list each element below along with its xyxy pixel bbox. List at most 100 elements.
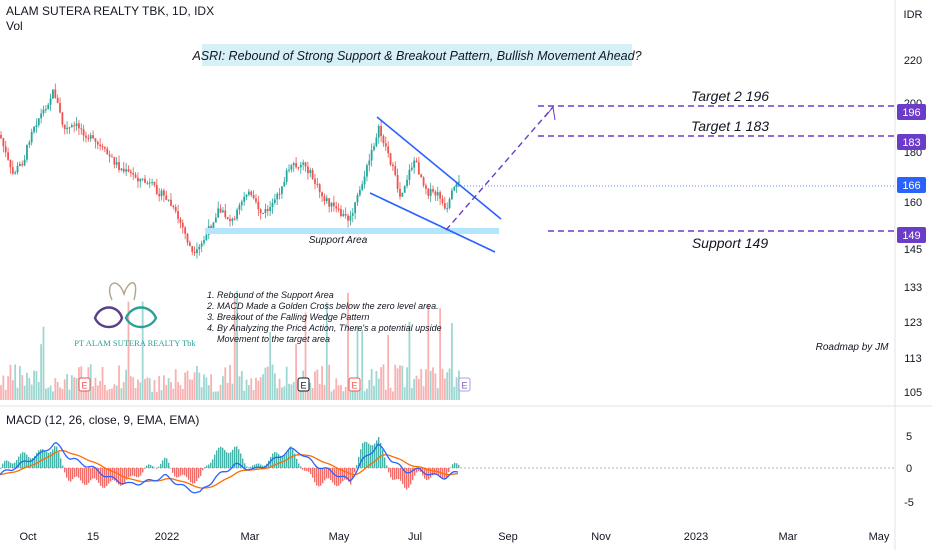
- earnings-marker[interactable]: [458, 377, 471, 392]
- projection-arrowhead: [544, 105, 556, 121]
- volume-bar: [219, 384, 222, 400]
- macd-histogram-bar: [276, 452, 278, 468]
- macd-histogram-bar: [158, 466, 160, 468]
- volume-bar: [382, 364, 385, 400]
- macd-histogram-bar: [116, 468, 118, 483]
- macd-histogram-bar: [182, 468, 184, 475]
- candle-body: [408, 169, 411, 180]
- candle-body: [380, 125, 382, 136]
- candle-body: [52, 89, 54, 99]
- candle-body: [373, 146, 375, 150]
- candle-body: [295, 163, 298, 168]
- volume-bar: [318, 383, 321, 400]
- macd-histogram-bar: [86, 468, 88, 485]
- macd-legend[interactable]: MACD (12, 26, close, 9, EMA, EMA): [6, 413, 200, 427]
- candle-body: [106, 148, 109, 155]
- candle-body: [429, 189, 432, 196]
- macd-histogram-bar: [326, 468, 328, 479]
- volume-bar: [106, 390, 109, 400]
- earnings-marker-label: E: [351, 381, 357, 391]
- candle-body: [266, 208, 269, 211]
- candle-body: [252, 195, 255, 199]
- earnings-marker[interactable]: [348, 377, 361, 392]
- candle-body: [146, 182, 149, 184]
- volume-bar: [422, 386, 425, 400]
- earnings-markers[interactable]: E E E E: [78, 377, 471, 392]
- volume-bar: [101, 366, 104, 400]
- volume-bar: [441, 368, 444, 400]
- y-tick-label: 113: [904, 353, 922, 365]
- candle-body: [155, 184, 158, 194]
- candle-body: [188, 242, 191, 247]
- candle-body: [361, 184, 364, 190]
- volume-bar: [384, 389, 387, 400]
- candle-body: [174, 207, 177, 212]
- volume-bar: [214, 391, 217, 400]
- candle-body: [82, 129, 85, 136]
- volume-bar: [290, 384, 293, 400]
- volume-bar: [325, 302, 328, 400]
- candle-body: [226, 217, 229, 219]
- volume-bar: [210, 374, 213, 400]
- candle-body: [231, 218, 234, 222]
- candle-body: [129, 171, 132, 174]
- volume-bar: [297, 388, 300, 400]
- candle-body: [26, 144, 28, 160]
- candles[interactable]: [0, 83, 895, 259]
- macd-histogram-bar: [164, 457, 166, 468]
- macd-histogram-bar: [228, 453, 230, 468]
- volume-bar: [49, 385, 52, 400]
- macd-histogram-bar: [214, 454, 216, 468]
- macd-histogram-bar: [88, 468, 90, 483]
- note-3: 3. Breakout of the Falling Wedge Pattern: [207, 312, 369, 322]
- volume-bar: [448, 368, 451, 400]
- macd-histogram-bar: [166, 458, 168, 468]
- wedge-upper-line[interactable]: [376, 116, 502, 220]
- price-badges: 196 183 166 149: [897, 104, 926, 243]
- macd-indicator[interactable]: [0, 437, 460, 494]
- macd-histogram-bar: [348, 468, 350, 482]
- volume-bar: [380, 367, 382, 400]
- macd-histogram-bar: [408, 468, 410, 488]
- note-2: 2. MACD Made a Golden Cross below the ze…: [206, 301, 439, 311]
- macd-histogram-bar: [64, 468, 66, 473]
- volume-bar: [144, 379, 146, 400]
- candle-body: [262, 213, 264, 215]
- volume-bar: [307, 386, 309, 400]
- candle-body: [259, 209, 262, 214]
- macd-histogram-bar: [328, 468, 330, 479]
- macd-histogram-bar: [246, 466, 248, 468]
- volume-bar: [174, 369, 177, 400]
- macd-histogram-bar: [380, 442, 382, 468]
- macd-histogram-bar: [206, 465, 208, 468]
- earnings-marker[interactable]: [78, 377, 91, 392]
- macd-histogram-bar: [16, 459, 18, 468]
- volume-bar: [212, 391, 215, 400]
- wedge-lower-line[interactable]: [369, 192, 496, 253]
- macd-histogram-bar: [20, 453, 22, 468]
- candle-body: [389, 153, 392, 165]
- macd-histogram-bar: [222, 447, 224, 468]
- macd-histogram-bar: [62, 465, 64, 468]
- symbol-legend[interactable]: ALAM SUTERA REALTY TBK, 1D, IDX: [6, 4, 215, 18]
- volume-bar: [328, 364, 331, 400]
- earnings-marker[interactable]: [297, 377, 310, 392]
- candle-body: [78, 123, 80, 129]
- volume-bar: [172, 388, 175, 400]
- volume-bar: [281, 387, 283, 400]
- volume-bar: [347, 292, 349, 400]
- volume-bar: [358, 387, 361, 400]
- macd-histogram-bar: [260, 464, 262, 468]
- macd-histogram-bar: [18, 456, 20, 468]
- macd-histogram-bar: [112, 468, 114, 481]
- volume-legend[interactable]: Vol: [6, 19, 23, 33]
- projection-path[interactable]: [445, 106, 554, 231]
- candle-body: [349, 215, 352, 221]
- candle-body: [233, 218, 236, 220]
- volume-bar: [170, 382, 172, 400]
- macd-histogram-bar: [374, 443, 376, 468]
- candle-body: [181, 222, 184, 228]
- candle-body: [356, 195, 359, 203]
- volume-bar: [155, 391, 158, 400]
